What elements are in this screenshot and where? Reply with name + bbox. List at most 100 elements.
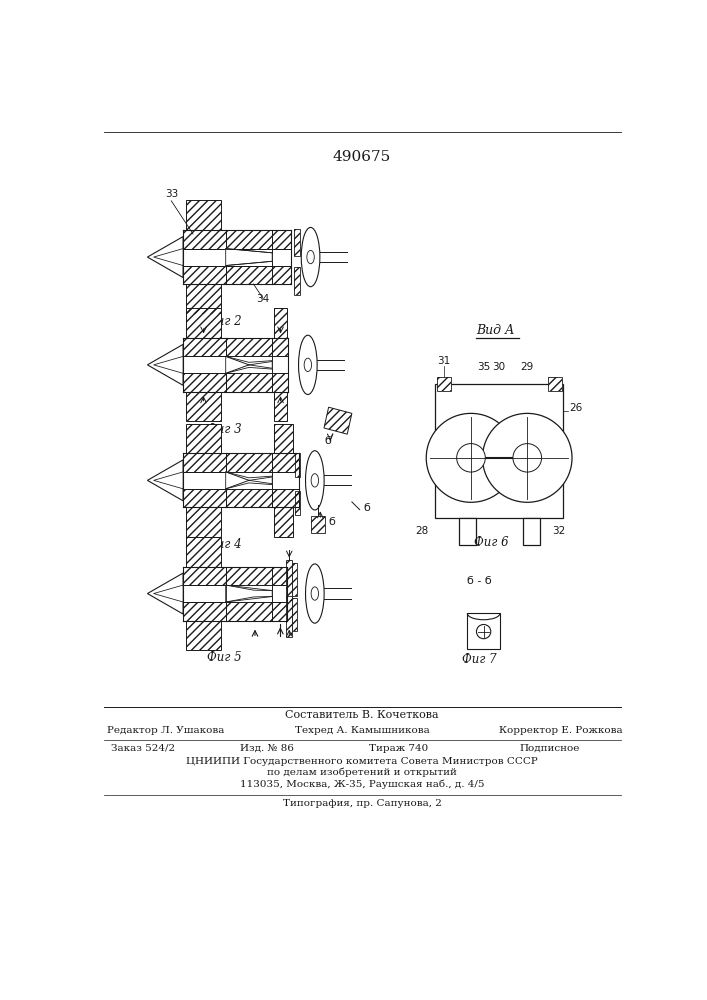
Bar bbox=[183, 230, 226, 249]
Circle shape bbox=[513, 444, 542, 472]
Bar bbox=[187, 284, 221, 314]
Text: Составитель В. Кочеткова: Составитель В. Кочеткова bbox=[285, 710, 439, 720]
Bar bbox=[183, 472, 226, 489]
Bar bbox=[226, 489, 272, 507]
Text: Вид А: Вид А bbox=[476, 324, 515, 337]
Bar bbox=[293, 267, 300, 295]
Circle shape bbox=[457, 444, 485, 472]
Bar bbox=[272, 489, 299, 507]
Bar bbox=[437, 377, 450, 391]
Bar bbox=[272, 585, 287, 602]
Bar bbox=[226, 230, 272, 249]
Text: Фиг 5: Фиг 5 bbox=[206, 651, 241, 664]
Polygon shape bbox=[148, 237, 183, 278]
Bar bbox=[272, 373, 288, 392]
Bar bbox=[295, 491, 300, 515]
Bar bbox=[187, 200, 221, 230]
Bar bbox=[183, 489, 226, 507]
Polygon shape bbox=[153, 356, 183, 373]
Bar bbox=[547, 377, 561, 391]
Text: 30: 30 bbox=[493, 362, 506, 372]
Bar bbox=[292, 598, 297, 631]
Bar bbox=[467, 613, 500, 649]
Bar bbox=[272, 472, 299, 489]
Text: 33: 33 bbox=[165, 189, 178, 199]
Bar bbox=[183, 602, 226, 620]
Bar bbox=[286, 560, 293, 601]
Text: 28: 28 bbox=[416, 526, 429, 536]
Text: 490675: 490675 bbox=[333, 150, 391, 164]
Bar bbox=[272, 567, 287, 585]
Bar bbox=[272, 453, 299, 472]
Text: 26: 26 bbox=[569, 403, 583, 413]
Polygon shape bbox=[153, 472, 183, 489]
Ellipse shape bbox=[298, 335, 317, 395]
Bar bbox=[187, 507, 221, 537]
Bar bbox=[274, 308, 287, 338]
Circle shape bbox=[426, 413, 515, 502]
Polygon shape bbox=[226, 585, 272, 602]
Bar bbox=[187, 308, 221, 338]
Bar bbox=[183, 585, 226, 602]
Bar bbox=[459, 518, 476, 545]
Bar bbox=[183, 338, 226, 356]
Bar bbox=[183, 567, 226, 585]
Text: б - б: б - б bbox=[467, 576, 492, 586]
Bar bbox=[183, 230, 226, 249]
Polygon shape bbox=[226, 356, 272, 373]
Bar bbox=[226, 453, 272, 472]
Ellipse shape bbox=[305, 564, 324, 623]
Bar bbox=[226, 602, 272, 620]
Polygon shape bbox=[226, 249, 272, 266]
Bar bbox=[293, 229, 300, 256]
Text: Тираж 740: Тираж 740 bbox=[369, 744, 428, 753]
Bar bbox=[274, 392, 287, 421]
Bar bbox=[226, 230, 272, 249]
Polygon shape bbox=[148, 344, 183, 385]
Circle shape bbox=[477, 624, 491, 639]
Text: Редактор Л. Ушакова: Редактор Л. Ушакова bbox=[107, 726, 225, 735]
Bar bbox=[226, 373, 272, 392]
Bar bbox=[183, 373, 226, 392]
Text: Типография, пр. Сапунова, 2: Типография, пр. Сапунова, 2 bbox=[283, 799, 441, 808]
Text: б: б bbox=[328, 517, 335, 527]
Text: 29: 29 bbox=[520, 362, 534, 372]
Bar bbox=[187, 424, 221, 453]
Bar bbox=[272, 453, 299, 472]
Bar bbox=[292, 563, 297, 596]
Bar bbox=[272, 602, 287, 620]
Bar bbox=[187, 537, 221, 567]
Bar bbox=[293, 229, 300, 256]
Bar bbox=[293, 267, 300, 295]
Bar bbox=[183, 356, 226, 373]
Bar bbox=[183, 453, 226, 472]
Text: б: б bbox=[363, 503, 370, 513]
Bar bbox=[183, 266, 226, 284]
Text: 32: 32 bbox=[552, 526, 566, 536]
Text: 34: 34 bbox=[256, 294, 269, 304]
Polygon shape bbox=[226, 472, 272, 489]
Bar bbox=[226, 338, 272, 356]
Text: Корректор Е. Рожкова: Корректор Е. Рожкова bbox=[499, 726, 623, 735]
Bar bbox=[187, 284, 221, 314]
Text: 113035, Москва, Ж-35, Раушская наб., д. 4/5: 113035, Москва, Ж-35, Раушская наб., д. … bbox=[240, 779, 484, 789]
Bar bbox=[292, 598, 297, 631]
Bar bbox=[437, 377, 450, 391]
Bar bbox=[226, 567, 272, 585]
Text: Изд. № 86: Изд. № 86 bbox=[240, 744, 293, 753]
Bar bbox=[187, 424, 221, 453]
Bar bbox=[187, 392, 221, 421]
Bar bbox=[286, 596, 293, 637]
Bar bbox=[272, 373, 288, 392]
Bar bbox=[226, 338, 272, 356]
Bar bbox=[226, 373, 272, 392]
Bar bbox=[274, 424, 293, 453]
Bar bbox=[187, 200, 221, 230]
Bar bbox=[272, 266, 291, 284]
Polygon shape bbox=[153, 249, 183, 266]
Bar bbox=[272, 266, 291, 284]
Bar bbox=[547, 377, 561, 391]
Bar bbox=[183, 453, 226, 472]
Bar bbox=[272, 567, 287, 585]
Ellipse shape bbox=[304, 358, 312, 372]
